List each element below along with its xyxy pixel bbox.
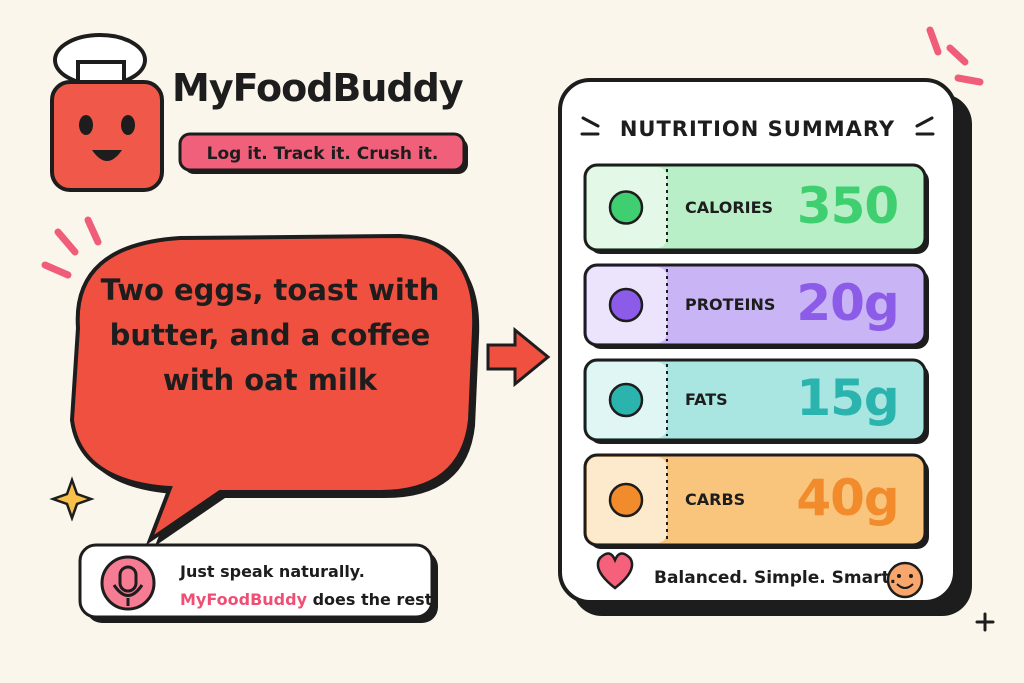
summary-footer: Balanced. Simple. Smart. xyxy=(654,568,897,588)
row-shape xyxy=(583,163,927,252)
nutrient-value: 15g xyxy=(796,369,899,427)
row-shape xyxy=(583,453,927,547)
app-name: MyFoodBuddy xyxy=(172,66,464,110)
row-icon xyxy=(608,287,644,323)
summary-title: NUTRITION SUMMARY xyxy=(619,117,896,141)
speech-text: Two eggs, toast with butter, and a coffe… xyxy=(100,273,440,397)
brand-mention: MyFoodBuddy xyxy=(180,590,307,609)
voice-line-end: does the rest! xyxy=(312,590,440,609)
voice-line: Just speak naturally. xyxy=(180,562,365,581)
row-shape xyxy=(583,358,927,442)
nutrient-label: CARBS xyxy=(685,490,746,509)
row-icon xyxy=(608,190,644,225)
nutrient-value: 40g xyxy=(796,469,899,527)
nutrient-label: FATS xyxy=(685,390,728,409)
row-icon xyxy=(608,382,644,418)
row-shape xyxy=(583,263,927,347)
nutrient-value: 350 xyxy=(796,176,899,235)
nutrient-label: CALORIES xyxy=(685,197,774,217)
row-icon xyxy=(608,482,644,518)
nutrient-value: 20g xyxy=(796,274,899,332)
nutrient-label: PROTEINS xyxy=(685,295,776,314)
tagline: Log it. Track it. Crush it. xyxy=(206,144,439,164)
voice-line: MyFoodBuddy does the rest! xyxy=(180,590,440,609)
